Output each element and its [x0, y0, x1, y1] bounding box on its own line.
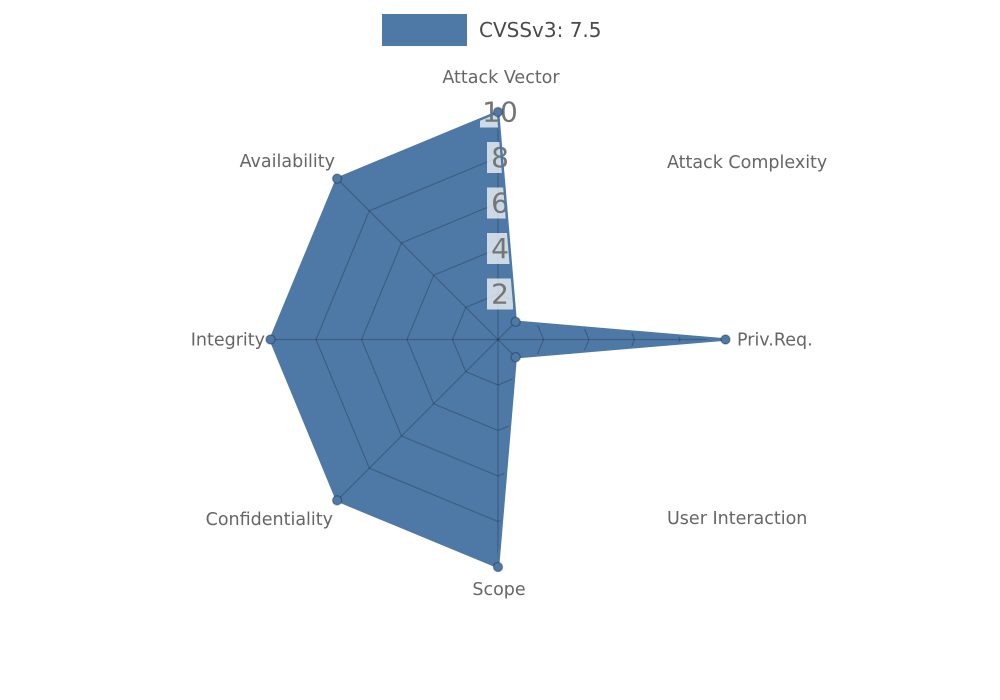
- radial-tick-box: [487, 278, 513, 310]
- axis-spoke: [336, 339, 499, 501]
- axis-spoke: [497, 339, 660, 501]
- chart-legend: CVSSv3: 7.5: [382, 14, 602, 46]
- data-point-marker: [720, 334, 731, 345]
- radial-tick-label: 2: [491, 278, 509, 311]
- data-point-marker: [331, 495, 343, 506]
- axis-spoke: [336, 178, 499, 340]
- data-point-marker: [510, 351, 522, 363]
- axis-label-scope: Scope: [472, 580, 525, 600]
- axis-label-attack-vector: Attack Vector: [442, 68, 560, 88]
- data-point-marker: [510, 316, 522, 328]
- axis-label-priv-req: Priv.Req.: [737, 331, 813, 351]
- radial-tick-label: 4: [491, 232, 509, 265]
- axis-label-integrity: Integrity: [191, 331, 265, 351]
- legend-swatch: [382, 14, 467, 46]
- axis-label-user-interaction: User Interaction: [667, 509, 807, 529]
- data-polygon-fill: [270, 112, 726, 567]
- radial-tick-box: [487, 187, 513, 219]
- data-point-marker: [492, 561, 504, 573]
- axis-label-confidentiality: Confidentiality: [206, 510, 333, 530]
- data-point-marker: [265, 334, 276, 345]
- radial-tick-label: 8: [491, 141, 509, 174]
- radial-tick-labels: 246810: [480, 96, 520, 311]
- axis-label-availability: Availability: [240, 152, 335, 172]
- legend-label: CVSSv3: 7.5: [479, 18, 602, 42]
- axis-label-attack-complexity: Attack Complexity: [667, 153, 827, 173]
- data-point-marker: [331, 173, 343, 184]
- data-point-marker: [492, 106, 504, 118]
- axis-spoke: [497, 178, 660, 340]
